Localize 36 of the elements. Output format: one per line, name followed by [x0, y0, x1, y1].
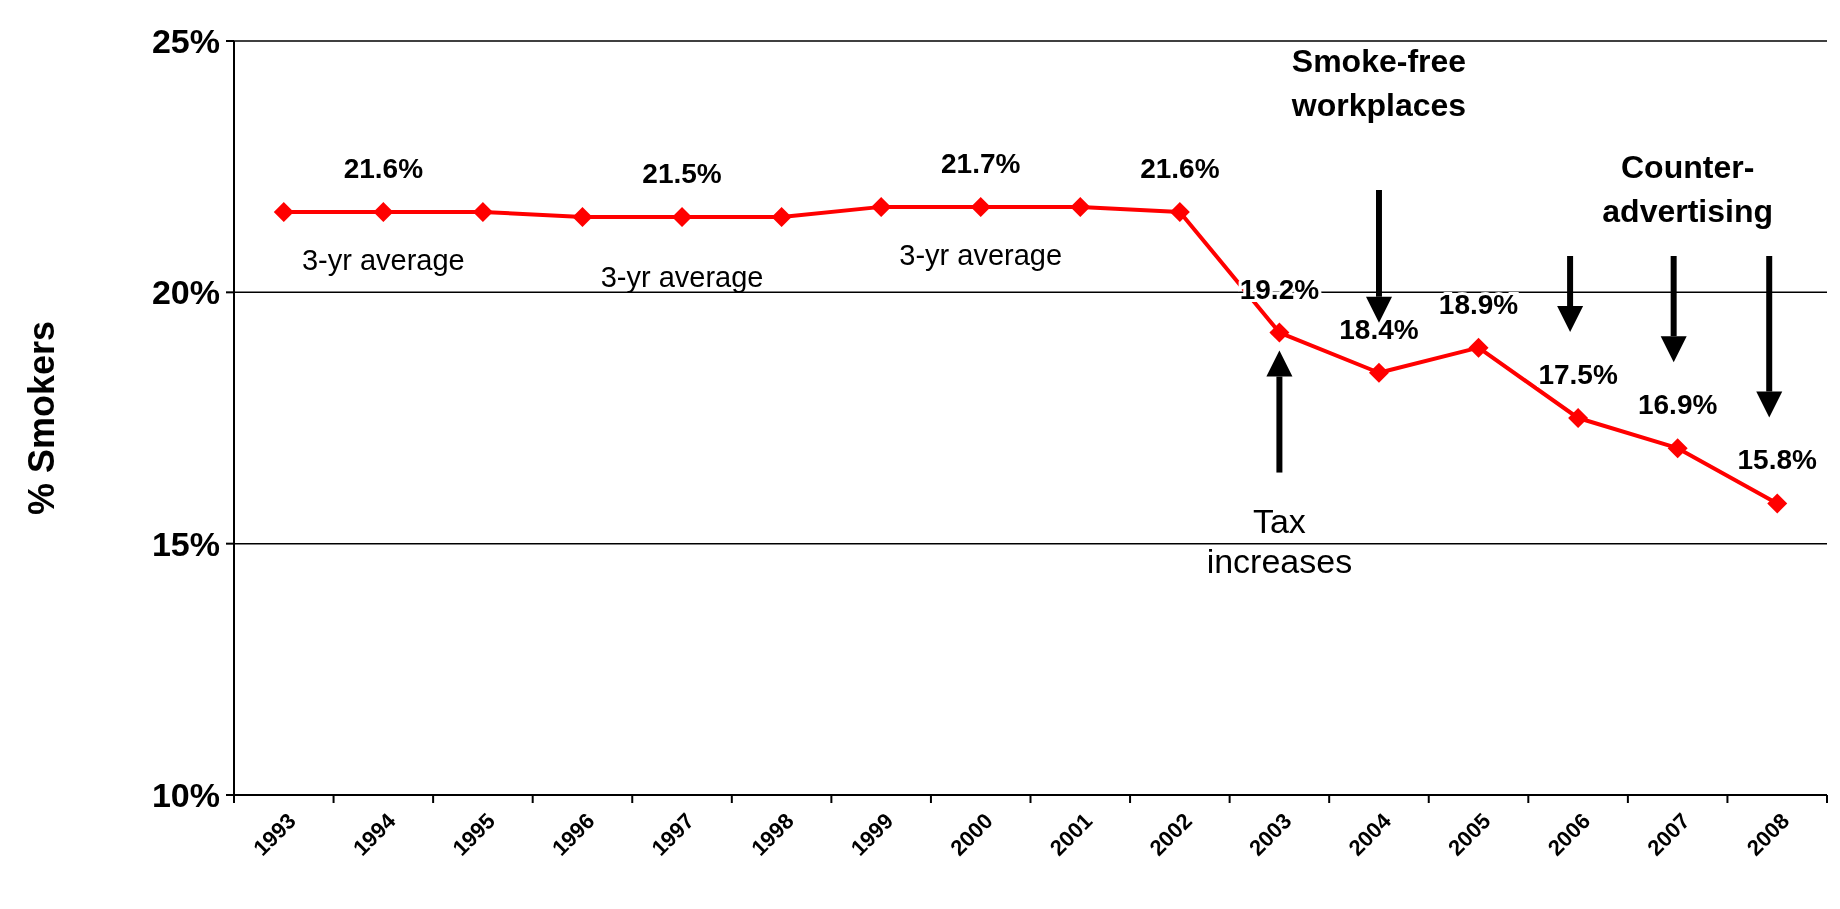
- point: [273, 201, 294, 222]
- y-tick-label: 10%: [151, 775, 220, 814]
- data-label: 16.9%: [1637, 389, 1718, 421]
- point: [572, 206, 593, 227]
- point: [1667, 438, 1688, 459]
- y-tick-label: 15%: [151, 524, 220, 563]
- annotation: 3-yr average: [899, 238, 1063, 271]
- data-label: 21.7%: [941, 147, 1021, 179]
- annotation: Smoke-free workplaces: [1290, 43, 1467, 123]
- point: [871, 196, 892, 217]
- data-label: 18.4%: [1339, 313, 1419, 345]
- point: [1568, 408, 1589, 428]
- data-label: 17.5%: [1538, 359, 1618, 390]
- annotation: Tax increases: [1206, 501, 1353, 580]
- annotation: Counter-advertising: [1602, 149, 1774, 229]
- point: [373, 201, 394, 222]
- point: [1468, 337, 1489, 358]
- point: [1169, 201, 1190, 222]
- data-label: 15.8%: [1737, 444, 1818, 476]
- y-tick-label: 20%: [151, 273, 220, 312]
- point: [1269, 322, 1290, 343]
- data-label: 21.6%: [1140, 152, 1220, 184]
- point: [970, 196, 991, 217]
- point: [771, 206, 792, 227]
- point: [1368, 362, 1389, 383]
- data-label: 18.9%: [1438, 288, 1519, 320]
- annotation: 3-yr average: [600, 260, 764, 293]
- point: [1070, 196, 1091, 217]
- point: [1767, 493, 1788, 514]
- y-tick-label: 25%: [151, 21, 220, 60]
- annotation: 3-yr average: [301, 243, 465, 276]
- data-label: 21.5%: [642, 157, 722, 189]
- point: [472, 201, 493, 222]
- y-axis-title: % Smokers: [21, 320, 62, 516]
- data-label: 21.6%: [343, 152, 424, 184]
- point: [672, 206, 693, 227]
